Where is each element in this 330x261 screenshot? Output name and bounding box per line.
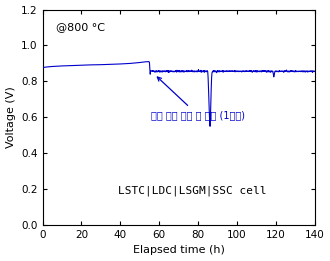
Text: LSTC|LDC|LSGM|SSC cell: LSTC|LDC|LSGM|SSC cell [118,185,266,196]
Text: 수소 공급 중단 후 재개 (1시간): 수소 공급 중단 후 재개 (1시간) [151,77,245,120]
Text: @800 °C: @800 °C [56,22,105,32]
X-axis label: Elapsed time (h): Elapsed time (h) [133,245,224,256]
Y-axis label: Voltage (V): Voltage (V) [6,86,16,148]
